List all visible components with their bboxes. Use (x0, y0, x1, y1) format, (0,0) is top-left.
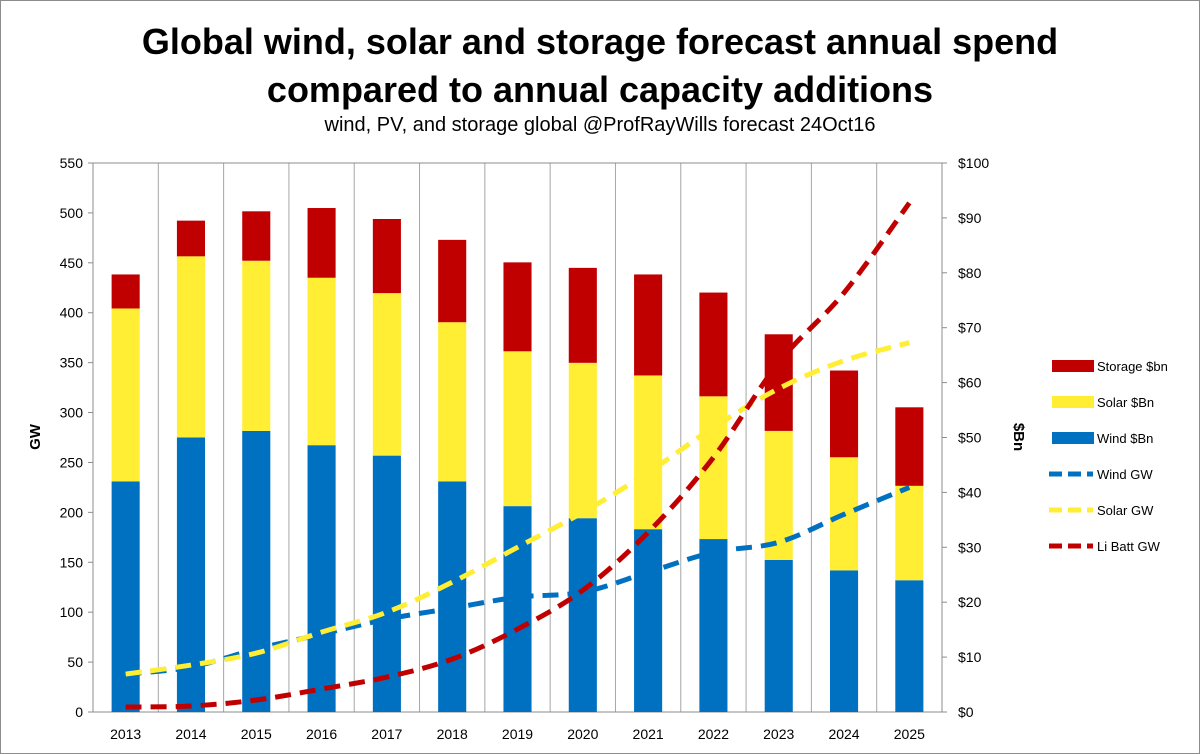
y-tick-label: 200 (60, 504, 84, 520)
y2-tick-label: $10 (958, 649, 982, 665)
bar-segment (438, 239, 467, 323)
x-tick-label: 2015 (241, 726, 272, 742)
x-tick-label: 2016 (306, 726, 337, 742)
chart-title-line-2: compared to annual capacity additions (266, 69, 934, 110)
x-tick-label: 2021 (633, 726, 664, 742)
bar-segment (438, 481, 467, 712)
legend-label: Wind $Bn (1097, 431, 1153, 446)
y-axis-title: GW (27, 423, 44, 450)
bar-segment (372, 218, 401, 294)
bar-segment (895, 580, 924, 712)
bars-layer (111, 208, 924, 712)
bar-segment (699, 539, 728, 712)
bar-segment (111, 308, 140, 482)
y2-tick-label: $80 (958, 265, 982, 281)
x-tick-label: 2013 (110, 726, 141, 742)
chart-title: Global wind, solar and storage forecast … (0, 18, 1200, 114)
y-tick-label: 50 (67, 654, 83, 670)
y2-tick-label: $100 (958, 155, 989, 171)
legend-label: Li Batt GW (1097, 539, 1161, 554)
bar-segment (503, 351, 532, 507)
chart-subtitle: wind, PV, and storage global @ProfRayWil… (324, 114, 876, 136)
y-tick-label: 400 (60, 305, 84, 321)
legend-label: Wind GW (1097, 467, 1153, 482)
bar-segment (634, 529, 663, 712)
bar-segment (764, 559, 793, 712)
legend-swatch (1052, 432, 1094, 444)
x-tick-label: 2020 (567, 726, 598, 742)
bar-segment (634, 375, 663, 530)
bar-segment (372, 455, 401, 712)
lines-layer (125, 201, 912, 710)
legend-label: Storage $bn (1097, 359, 1168, 374)
x-tick-label: 2025 (894, 726, 925, 742)
bar-segment (242, 430, 271, 712)
bar-segment (111, 274, 140, 309)
y-tick-label: 300 (60, 405, 84, 421)
bar-segment (307, 445, 336, 712)
bar-segment (503, 262, 532, 352)
bar-segment (568, 518, 597, 712)
x-tick-label: 2019 (502, 726, 533, 742)
bar-segment (176, 256, 206, 438)
bar-segment (176, 220, 206, 257)
y-tick-label: 450 (60, 255, 84, 271)
bar-segment (634, 274, 663, 376)
legend-label: Solar $Bn (1097, 395, 1154, 410)
y-tick-label: 350 (60, 355, 84, 371)
x-tick-label: 2023 (763, 726, 794, 742)
bar-segment (503, 506, 532, 712)
y2-axis-title: $Bn (1010, 423, 1027, 451)
y2-tick-label: $30 (958, 539, 982, 555)
legend-swatch (1052, 396, 1094, 408)
bar-segment (372, 293, 401, 456)
bar-segment (568, 267, 597, 363)
bar-segment (895, 485, 924, 581)
y-tick-label: 100 (60, 604, 84, 620)
bar-segment (307, 277, 336, 446)
y2-tick-label: $20 (958, 594, 982, 610)
bar-segment (895, 407, 924, 486)
axes-layer: GW $Bn 0 50 100 150 200 250 300 350 400 450 500 550… (27, 155, 1027, 742)
line-series (125, 340, 911, 677)
x-tick-label: 2014 (175, 726, 206, 742)
bar-segment (829, 370, 859, 458)
y-tick-label: 550 (60, 155, 84, 171)
bar-segment (307, 208, 336, 278)
bar-segment (242, 211, 271, 261)
y2-tick-label: $0 (958, 704, 974, 720)
y-tick-label: 250 (60, 454, 84, 470)
x-tick-label: 2018 (437, 726, 468, 742)
x-tick-label: 2017 (371, 726, 402, 742)
chart-title-line-1: Global wind, solar and storage forecast … (141, 21, 1059, 62)
line-series (125, 201, 912, 710)
bar-segment (111, 481, 140, 712)
x-tick-label: 2024 (828, 726, 859, 742)
y2-tick-label: $60 (958, 375, 982, 391)
legend-label: Solar GW (1097, 503, 1154, 518)
bar-segment (438, 322, 467, 482)
legend: Storage $bn Solar $Bn Wind $Bn Wind GW Solar… (1049, 359, 1168, 554)
y-tick-label: 0 (75, 704, 83, 720)
y2-tick-label: $40 (958, 484, 982, 500)
bar-segment (699, 292, 728, 397)
y-tick-label: 150 (60, 554, 84, 570)
line-series (125, 485, 911, 677)
bar-segment (829, 570, 859, 712)
y-tick-label: 500 (60, 205, 84, 221)
y2-tick-label: $90 (958, 210, 982, 226)
y2-tick-label: $70 (958, 320, 982, 336)
bar-segment (568, 362, 597, 519)
bar-segment (242, 260, 271, 431)
x-tick-label: 2022 (698, 726, 729, 742)
y2-tick-label: $50 (958, 430, 982, 446)
legend-swatch (1052, 360, 1094, 372)
